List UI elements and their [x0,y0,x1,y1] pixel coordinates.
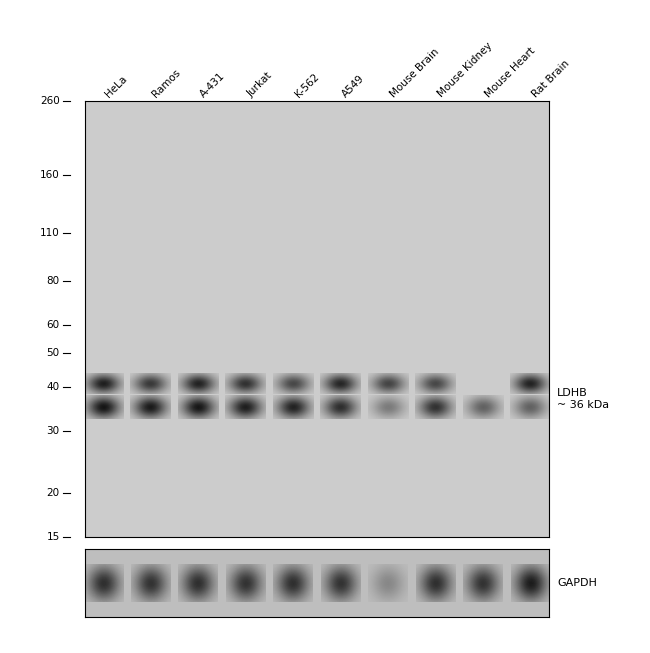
Text: Mouse Kidney: Mouse Kidney [436,41,494,99]
Text: 60: 60 [47,320,60,330]
Text: 260: 260 [40,96,60,106]
Text: LDHB
~ 36 kDa: LDHB ~ 36 kDa [557,388,609,409]
Text: Mouse Brain: Mouse Brain [388,46,441,99]
Text: 110: 110 [40,227,60,238]
Text: 50: 50 [47,348,60,358]
Text: 80: 80 [47,276,60,286]
Text: 20: 20 [47,488,60,498]
Text: Mouse Heart: Mouse Heart [483,46,537,99]
Text: Rat Brain: Rat Brain [530,58,572,99]
Text: K-562: K-562 [293,72,321,99]
Text: 15: 15 [46,532,60,542]
Text: 160: 160 [40,170,60,180]
Text: A-431: A-431 [198,71,227,99]
Text: Jurkat: Jurkat [246,71,274,99]
Text: 40: 40 [47,382,60,392]
Text: GAPDH: GAPDH [557,578,597,588]
Text: 30: 30 [47,426,60,436]
Text: Ramos: Ramos [151,67,183,99]
Text: A549: A549 [341,73,367,99]
Text: HeLa: HeLa [103,74,129,99]
